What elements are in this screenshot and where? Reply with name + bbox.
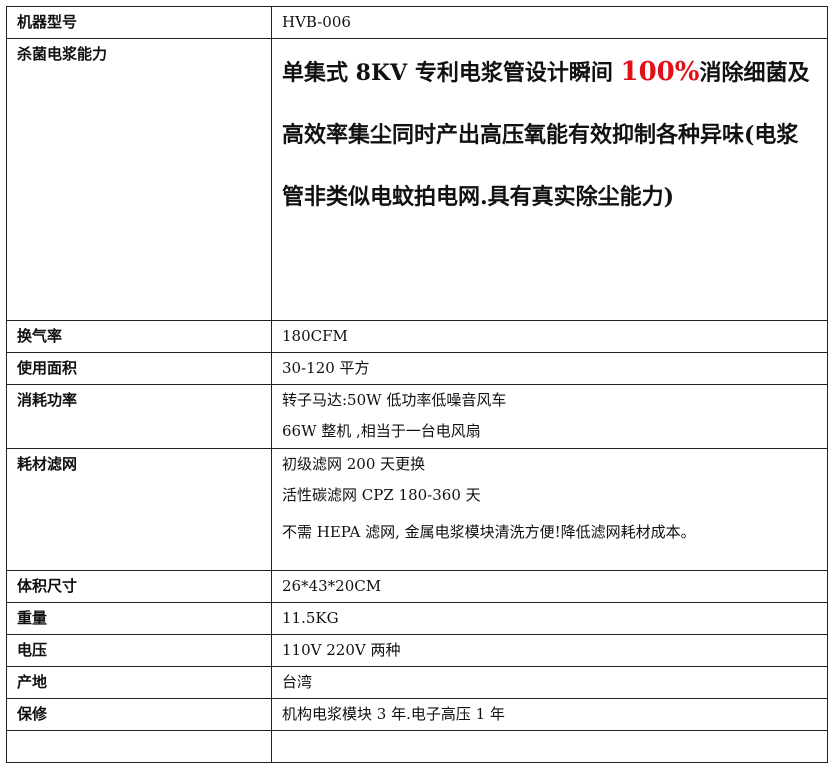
value-line: 66W 整机 ,相当于一台电风扇 bbox=[282, 422, 481, 440]
highlight-text: 100% bbox=[620, 57, 700, 87]
value-line: 转子马达:50W 低功率低噪音风车 bbox=[282, 391, 507, 409]
table-row: 消耗功率 转子马达:50W 低功率低噪音风车 66W 整机 ,相当于一台电风扇 bbox=[6, 384, 828, 449]
spec-label: 电压 bbox=[6, 634, 272, 667]
spec-table: 机器型号 HVB-006 杀菌电浆能力 单集式 8KV 专利电浆管设计瞬间 100%… bbox=[6, 6, 828, 763]
value-line: 不需 HEPA 滤网, 金属电浆模块清洗方便!降低滤网耗材成本。 bbox=[282, 523, 696, 541]
value-line: 初级滤网 200 天更换 bbox=[282, 455, 426, 473]
description-text: 消除细菌及高效率集尘同时产出高压氧能有效抑制各种异味(电浆管非类似电蚊拍电网.具… bbox=[282, 60, 810, 210]
spec-value: 机构电浆模块 3 年.电子高压 1 年 bbox=[271, 698, 828, 731]
table-row: 耗材滤网 初级滤网 200 天更换活性碳滤网 CPZ 180-360 天不需 HE… bbox=[6, 448, 828, 571]
spec-label: 产地 bbox=[6, 666, 272, 699]
table-row: 保修 机构电浆模块 3 年.电子高压 1 年 bbox=[6, 698, 828, 731]
table-row: 使用面积 30-120 平方 bbox=[6, 352, 828, 385]
table-row: 杀菌电浆能力 单集式 8KV 专利电浆管设计瞬间 100%消除细菌及高效率集尘同时… bbox=[6, 38, 828, 321]
spec-value: 初级滤网 200 天更换活性碳滤网 CPZ 180-360 天不需 HEPA 滤… bbox=[271, 448, 828, 571]
table-row: 体积尺寸 26*43*20CM bbox=[6, 570, 828, 603]
spec-value: HVB-006 bbox=[271, 6, 828, 39]
spec-value: 110V 220V 两种 bbox=[271, 634, 828, 667]
spec-label: 使用面积 bbox=[6, 352, 272, 385]
spec-value bbox=[271, 730, 828, 763]
spec-value: 26*43*20CM bbox=[271, 570, 828, 603]
spec-value: 30-120 平方 bbox=[271, 352, 828, 385]
spec-label: 耗材滤网 bbox=[6, 448, 272, 571]
description-text: 单集式 8KV 专利电浆管设计瞬间 bbox=[282, 60, 621, 86]
spec-label bbox=[6, 730, 272, 763]
spec-label: 换气率 bbox=[6, 320, 272, 353]
table-row: 换气率 180CFM bbox=[6, 320, 828, 353]
spec-label: 保修 bbox=[6, 698, 272, 731]
value-line: 活性碳滤网 CPZ 180-360 天 bbox=[282, 486, 481, 504]
table-row: 机器型号 HVB-006 bbox=[6, 6, 828, 39]
table-row: 产地 台湾 bbox=[6, 666, 828, 699]
spec-value: 180CFM bbox=[271, 320, 828, 353]
spec-value: 单集式 8KV 专利电浆管设计瞬间 100%消除细菌及高效率集尘同时产出高压氧能… bbox=[271, 38, 828, 321]
spec-value: 11.5KG bbox=[271, 602, 828, 635]
table-row: 电压 110V 220V 两种 bbox=[6, 634, 828, 667]
spec-value: 转子马达:50W 低功率低噪音风车 66W 整机 ,相当于一台电风扇 bbox=[271, 384, 828, 449]
spec-label: 杀菌电浆能力 bbox=[6, 38, 272, 321]
spec-value: 台湾 bbox=[271, 666, 828, 699]
table-row: 重量 11.5KG bbox=[6, 602, 828, 635]
spec-label: 机器型号 bbox=[6, 6, 272, 39]
spec-label: 消耗功率 bbox=[6, 384, 272, 449]
spec-label: 重量 bbox=[6, 602, 272, 635]
table-row bbox=[6, 730, 828, 763]
spec-label: 体积尺寸 bbox=[6, 570, 272, 603]
